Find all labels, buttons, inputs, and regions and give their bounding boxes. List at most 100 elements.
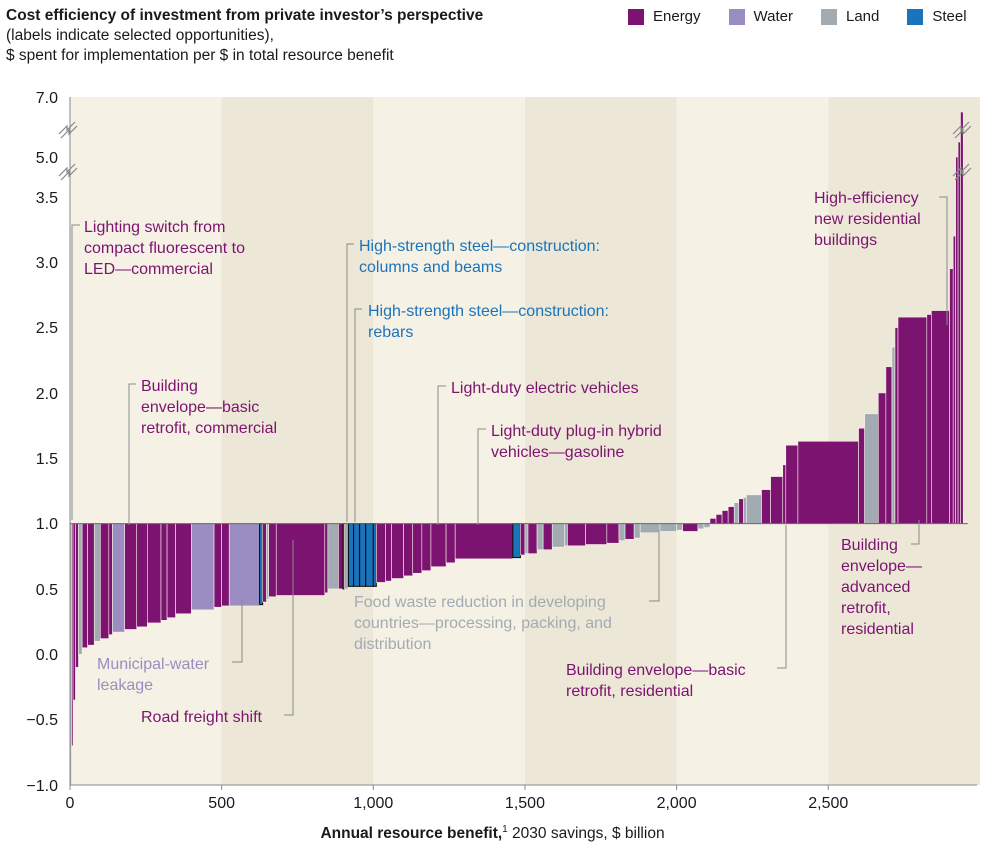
label-road-freight: Road freight shift xyxy=(141,709,263,726)
bar-land xyxy=(536,523,544,551)
label-envelope-advanced-line: advanced xyxy=(841,579,910,596)
bar-energy xyxy=(100,523,110,639)
y-tick-label: −1.0 xyxy=(26,778,58,795)
legend-item-steel: Steel xyxy=(907,8,967,25)
label-light-duty-ev-line: Light-duty electric vehicles xyxy=(451,380,639,397)
label-envelope-residential-line: Building envelope—basic xyxy=(566,662,746,679)
legend-label-water: Water xyxy=(753,8,793,25)
bar-land xyxy=(891,346,896,524)
bar-energy xyxy=(952,235,956,524)
y-tick-label: 2.5 xyxy=(36,320,58,337)
bar-energy xyxy=(738,498,744,524)
axis-break-icon xyxy=(952,163,972,181)
bar-energy xyxy=(957,141,961,524)
label-food-waste-line: distribution xyxy=(354,636,431,653)
label-lighting-led-line: LED—commercial xyxy=(84,261,213,278)
bar-land xyxy=(639,523,661,534)
y-tick-label: 0.5 xyxy=(36,582,58,599)
legend-item-energy: Energy xyxy=(628,8,701,25)
label-municipal-water-line: leakage xyxy=(97,677,153,694)
bar-land xyxy=(344,523,349,590)
axis-break-icon xyxy=(58,163,78,181)
bar-energy xyxy=(213,523,222,608)
label-steel-columns-line: columns and beams xyxy=(359,259,502,276)
bar-energy xyxy=(624,523,635,540)
legend-swatch-water xyxy=(728,8,745,25)
bar-energy xyxy=(567,523,586,547)
bar-land xyxy=(864,413,879,524)
chart-subtitle: $ spent for implementation per $ in tota… xyxy=(6,47,394,64)
legend-swatch-energy xyxy=(628,8,644,25)
leader-phev xyxy=(477,428,486,525)
bar-energy xyxy=(445,523,456,564)
legend-item-land: Land xyxy=(820,8,879,25)
x-axis-title-bold: Annual resource benefit, xyxy=(320,825,503,843)
bar-energy xyxy=(782,464,787,524)
bar-steel xyxy=(259,523,264,606)
label-lighting-led-line: compact fluorescent to xyxy=(84,240,245,257)
label-high-efficiency-line: buildings xyxy=(814,232,877,249)
bar-energy xyxy=(324,523,329,594)
label-envelope-commercial-line: Building xyxy=(141,378,198,395)
y-tick-label: 2.0 xyxy=(36,386,58,403)
bar-steel xyxy=(359,523,367,587)
bar-energy xyxy=(520,523,526,556)
bar-land xyxy=(327,523,339,590)
chart-title-rest: (labels indicate selected opportunities)… xyxy=(6,27,274,44)
x-tick-label: 1,500 xyxy=(505,795,545,812)
y-tick-label: 3.0 xyxy=(36,255,58,272)
label-food-waste: Food waste reduction in developing countr… xyxy=(354,594,612,653)
bar-energy xyxy=(81,523,88,649)
bar-land xyxy=(78,523,83,655)
bar-energy xyxy=(761,489,771,524)
label-phev: Light-duty plug-in hybrid vehicles—gasoli… xyxy=(491,423,662,461)
leader-envelope-commercial xyxy=(128,383,136,525)
label-envelope-commercial-line: retrofit, commercial xyxy=(141,420,277,437)
bar-energy xyxy=(721,510,729,524)
label-food-waste-line: Food waste reduction in developing xyxy=(354,594,606,611)
label-high-efficiency-line: new residential xyxy=(814,211,921,228)
bar-energy xyxy=(147,523,162,624)
bar-land xyxy=(697,523,705,530)
label-municipal-water-line: Municipal-water xyxy=(97,656,210,673)
legend-item-water: Water xyxy=(728,8,793,25)
x-tick-label: 0 xyxy=(66,795,75,812)
label-lighting-led-line: Lighting switch from xyxy=(84,219,225,236)
bar-energy xyxy=(897,316,928,524)
bar-energy xyxy=(87,523,95,646)
bar-energy xyxy=(877,392,887,524)
chart-annotations: Lighting switch from compact fluorescent … xyxy=(71,190,948,726)
bar-energy xyxy=(391,523,404,579)
bar-energy xyxy=(221,523,230,607)
x-axis-title-footnote: 1 xyxy=(502,824,508,835)
legend-label-energy: Energy xyxy=(653,8,701,25)
bar-energy xyxy=(931,310,950,524)
bar-land xyxy=(564,523,568,547)
leader-envelope-advanced xyxy=(911,520,920,545)
bar-energy xyxy=(136,523,148,628)
bar-energy xyxy=(403,523,414,577)
bar-land xyxy=(266,523,269,600)
bar-energy xyxy=(885,366,893,524)
label-envelope-advanced-line: Building xyxy=(841,537,898,554)
x-tick-label: 2,000 xyxy=(657,795,697,812)
label-envelope-advanced: Building envelope— advanced retrofit, reside… xyxy=(841,537,922,638)
axis-break-icon xyxy=(952,121,972,139)
bar-energy xyxy=(166,523,176,619)
leader-envelope-residential xyxy=(777,525,787,669)
bar-energy xyxy=(770,476,784,524)
label-light-duty-ev: Light-duty electric vehicles xyxy=(451,380,639,397)
label-steel-rebars: High-strength steel—construction: rebars xyxy=(368,303,609,341)
label-road-freight-line: Road freight shift xyxy=(141,709,263,726)
bar-energy xyxy=(606,523,620,544)
bar-land xyxy=(524,523,529,554)
label-envelope-residential: Building envelope—basic retrofit, residen… xyxy=(566,662,746,700)
leader-high-efficiency xyxy=(939,196,948,325)
label-high-efficiency-line: High-efficiency xyxy=(814,190,919,207)
leader-steel-columns xyxy=(346,243,354,522)
label-envelope-residential-line: retrofit, residential xyxy=(566,683,693,700)
bar-energy xyxy=(926,314,932,524)
bar-steel xyxy=(372,523,377,587)
label-steel-columns: High-strength steel—construction: columns… xyxy=(359,238,600,276)
